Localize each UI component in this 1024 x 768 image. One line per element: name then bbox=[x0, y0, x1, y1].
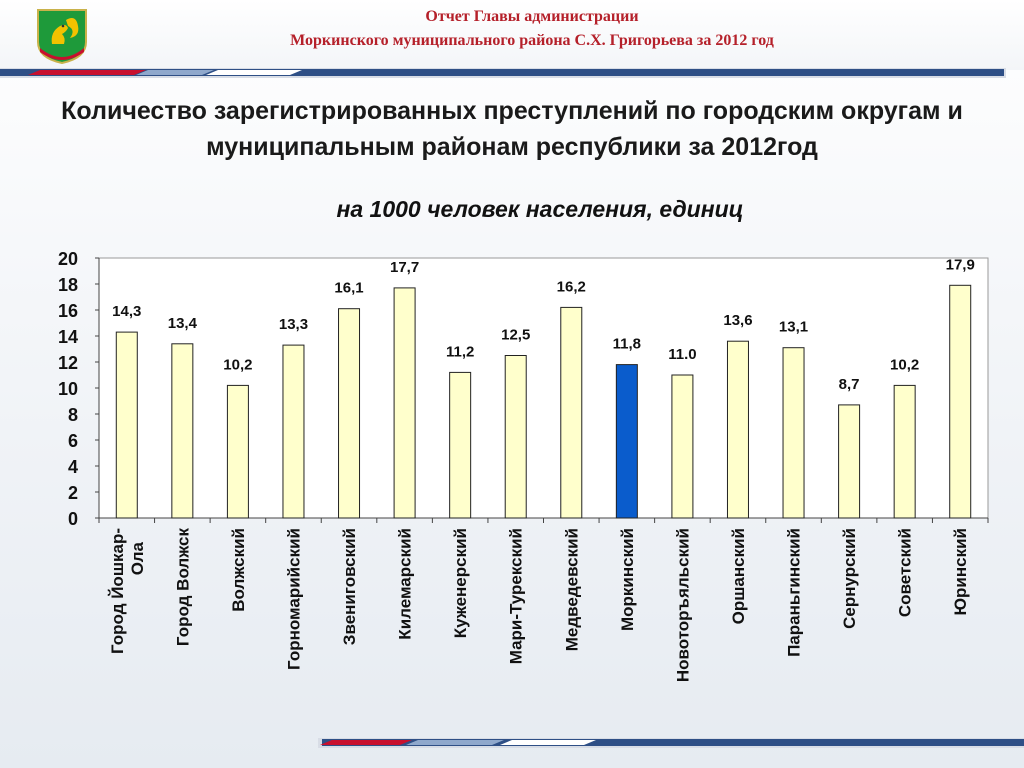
bar bbox=[393, 287, 416, 519]
data-label: 13,6 bbox=[723, 312, 752, 329]
report-title-line1: Отчет Главы администрации bbox=[425, 8, 639, 25]
y-tick-label: 20 bbox=[58, 249, 78, 269]
chart-title: Количество зарегистрированных преступлен… bbox=[61, 97, 963, 161]
data-label: 16,2 bbox=[557, 278, 586, 295]
x-tick-label: Звениговский bbox=[340, 528, 359, 645]
x-tick-label: Мари-Турекский bbox=[507, 528, 526, 664]
bar bbox=[671, 374, 694, 519]
data-label: 10,2 bbox=[223, 356, 252, 373]
bar bbox=[838, 404, 861, 519]
y-tick-label: 8 bbox=[68, 405, 78, 425]
y-tick-label: 4 bbox=[68, 457, 78, 477]
x-tick-label: Килемарский bbox=[396, 528, 415, 640]
bar bbox=[449, 371, 472, 519]
report-title-line2: Моркинского муниципального района С.Х. Г… bbox=[290, 32, 774, 49]
bar bbox=[782, 347, 805, 519]
x-tick-label: Оршанский bbox=[729, 528, 748, 624]
x-tick-label: Сернурский bbox=[840, 528, 859, 629]
x-tick-label: Город Волжск bbox=[173, 528, 192, 647]
bar bbox=[949, 284, 972, 519]
x-tick-label: Волжский bbox=[229, 528, 248, 612]
bar bbox=[226, 384, 249, 519]
bar-chart: 0 2 4 6 8 10 12 14 16 18 20 14,3 Город Йошкар-Ола 13,… bbox=[58, 249, 989, 682]
chart-subtitle: на 1000 человек населения, единиц bbox=[336, 196, 744, 222]
data-label: 16,1 bbox=[334, 280, 363, 297]
bar bbox=[560, 306, 583, 519]
x-tick-label: Моркинский bbox=[618, 528, 637, 631]
header-stripe bbox=[0, 68, 1006, 78]
x-tick-label: Куженерский bbox=[451, 528, 470, 638]
data-label: 17,9 bbox=[946, 256, 975, 273]
x-tick-label: Юринский bbox=[951, 528, 970, 616]
coat-of-arms-squirrel-icon bbox=[37, 9, 87, 64]
y-tick-label: 10 bbox=[58, 379, 78, 399]
data-label: 11,2 bbox=[446, 343, 474, 360]
y-tick-label: 2 bbox=[68, 483, 78, 503]
report-header: Отчет Главы администрации Моркинского му… bbox=[0, 0, 1024, 70]
bar bbox=[338, 308, 361, 519]
y-tick-label: 14 bbox=[58, 327, 78, 347]
x-tick-label: Медведевский bbox=[562, 528, 581, 651]
data-label: 12,5 bbox=[501, 327, 530, 344]
y-tick-label: 12 bbox=[58, 353, 78, 373]
bar bbox=[504, 355, 527, 519]
x-tick-label: Параньгинский bbox=[785, 528, 804, 657]
x-tick-label: Советский bbox=[896, 528, 915, 617]
data-label: 8,7 bbox=[839, 376, 860, 393]
data-label: 13,3 bbox=[279, 316, 308, 333]
bar bbox=[726, 340, 749, 519]
bar bbox=[171, 343, 194, 519]
bar bbox=[893, 384, 916, 519]
x-tick-label: Город Йошкар-Ола bbox=[108, 528, 147, 654]
y-tick-label: 16 bbox=[58, 301, 78, 321]
y-tick-label: 18 bbox=[58, 275, 78, 295]
data-label: 13,1 bbox=[779, 319, 808, 336]
data-label: 10,2 bbox=[890, 356, 919, 373]
x-tick-label: Горномарийский bbox=[284, 528, 303, 670]
bar bbox=[615, 364, 638, 519]
bar bbox=[115, 331, 138, 519]
footer-stripe bbox=[318, 738, 1024, 748]
data-label: 17,7 bbox=[390, 259, 419, 276]
x-tick-label: Новоторъяльский bbox=[673, 528, 692, 682]
data-label: 14,3 bbox=[112, 303, 141, 320]
y-tick-label: 6 bbox=[68, 431, 78, 451]
data-label: 11,8 bbox=[613, 336, 641, 353]
bar bbox=[282, 344, 305, 519]
data-label: 13,4 bbox=[168, 315, 198, 332]
y-tick-label: 0 bbox=[68, 509, 78, 529]
data-label: 11.0 bbox=[668, 346, 696, 363]
